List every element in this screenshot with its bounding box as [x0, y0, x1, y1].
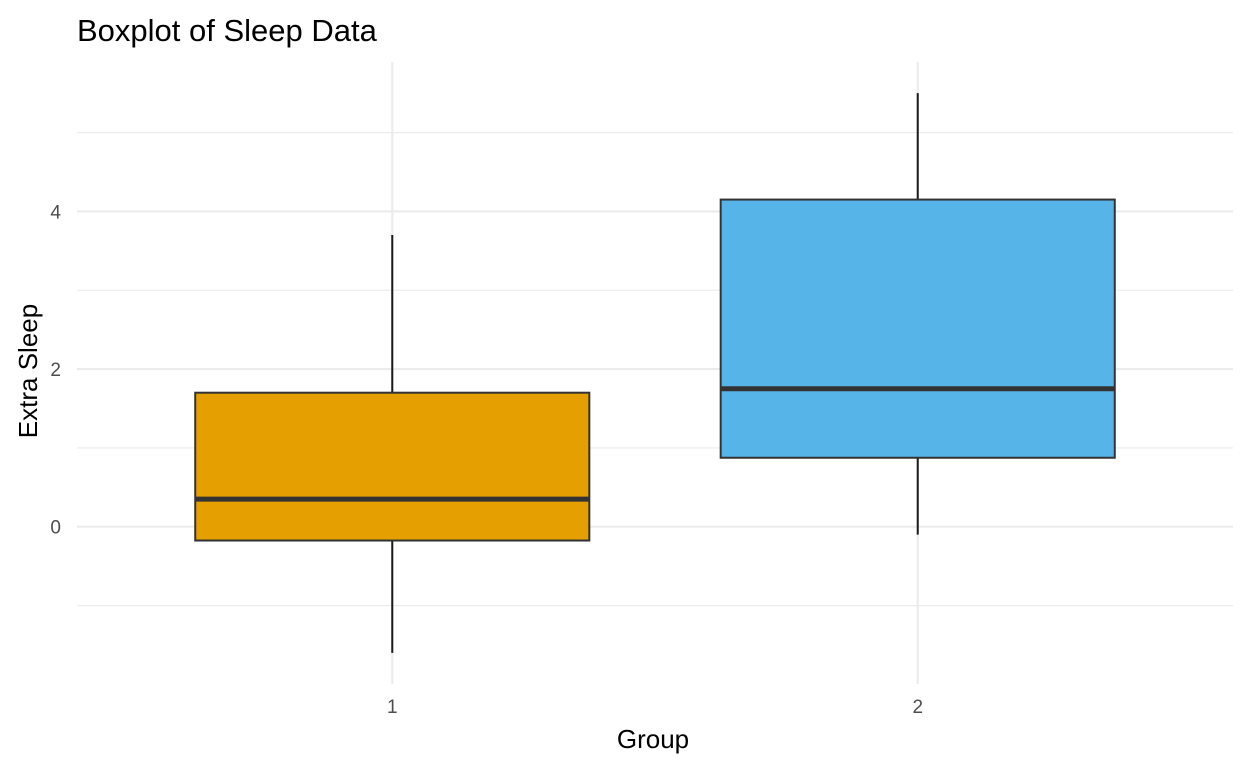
x-tick-label: 1 [387, 697, 398, 718]
y-axis-title: Extra Sleep [13, 304, 43, 438]
y-tick-label: 0 [50, 518, 61, 539]
y-tick-label: 4 [50, 202, 61, 223]
x-axis-title: Group [617, 724, 689, 754]
box-group-2 [719, 198, 1116, 459]
tick-labels: 0 2 4 1 2 [50, 202, 923, 718]
x-tick-label: 2 [912, 697, 923, 718]
chart-title: Boxplot of Sleep Data [77, 13, 378, 48]
boxes [194, 93, 1116, 653]
y-tick-label: 2 [50, 360, 61, 381]
box-group-1 [194, 391, 591, 542]
